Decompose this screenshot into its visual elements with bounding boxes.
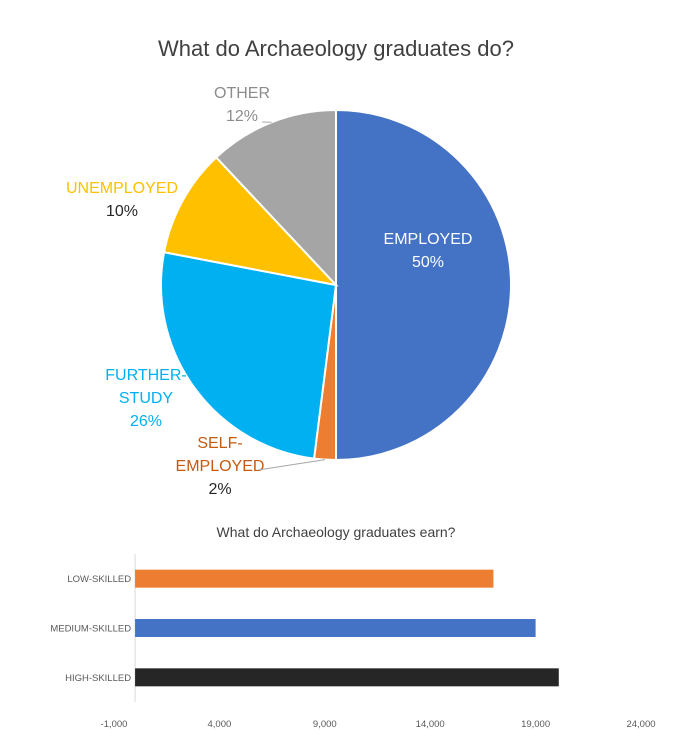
bar-high-skilled <box>135 668 559 687</box>
x-tick-label: 14,000 <box>416 719 445 730</box>
category-label-medium-skilled: MEDIUM-SKILLED <box>50 624 131 635</box>
pie-label-employed: EMPLOYED <box>384 231 473 248</box>
pie-label-self-employed: SELF- <box>197 435 242 452</box>
pie-label-other: OTHER <box>214 85 270 102</box>
pie-label-unemployed: UNEMPLOYED <box>66 180 178 197</box>
pie-slice-further-study <box>160 251 338 460</box>
bar-chart: What do Archaeology graduates earn? LOW-S… <box>50 524 655 730</box>
pie-slice-employed <box>335 108 512 462</box>
x-tick-label: 19,000 <box>521 719 550 730</box>
pie-value-unemployed: 10% <box>106 203 138 220</box>
pie-value-self-employed: 2% <box>208 481 231 498</box>
pie-value-other: 12% <box>226 108 258 125</box>
leader-line-self-employed <box>257 459 326 471</box>
pie-label-self-employed: EMPLOYED <box>176 458 265 475</box>
bar-low-skilled <box>135 569 494 588</box>
pie-slice-unemployed <box>162 156 339 287</box>
pie-value-employed: 50% <box>412 254 444 271</box>
pie-title: What do Archaeology graduates do? <box>158 36 514 61</box>
category-label-low-skilled: LOW-SKILLED <box>67 574 131 585</box>
x-tick-label: -1,000 <box>101 719 128 730</box>
pie-value-further-study: 26% <box>130 413 162 430</box>
x-tick-label: 9,000 <box>313 719 337 730</box>
pie-label-further-study: FURTHER- <box>105 367 186 384</box>
x-tick-label: 24,000 <box>626 719 655 730</box>
x-tick-label: 4,000 <box>208 719 232 730</box>
pie-label-further-study: STUDY <box>119 390 174 407</box>
category-label-high-skilled: HIGH-SKILLED <box>65 673 131 684</box>
bar-medium-skilled <box>135 619 536 637</box>
bar-title: What do Archaeology graduates earn? <box>217 524 456 540</box>
pie-chart: What do Archaeology graduates do? EMPLOYE… <box>66 36 514 498</box>
